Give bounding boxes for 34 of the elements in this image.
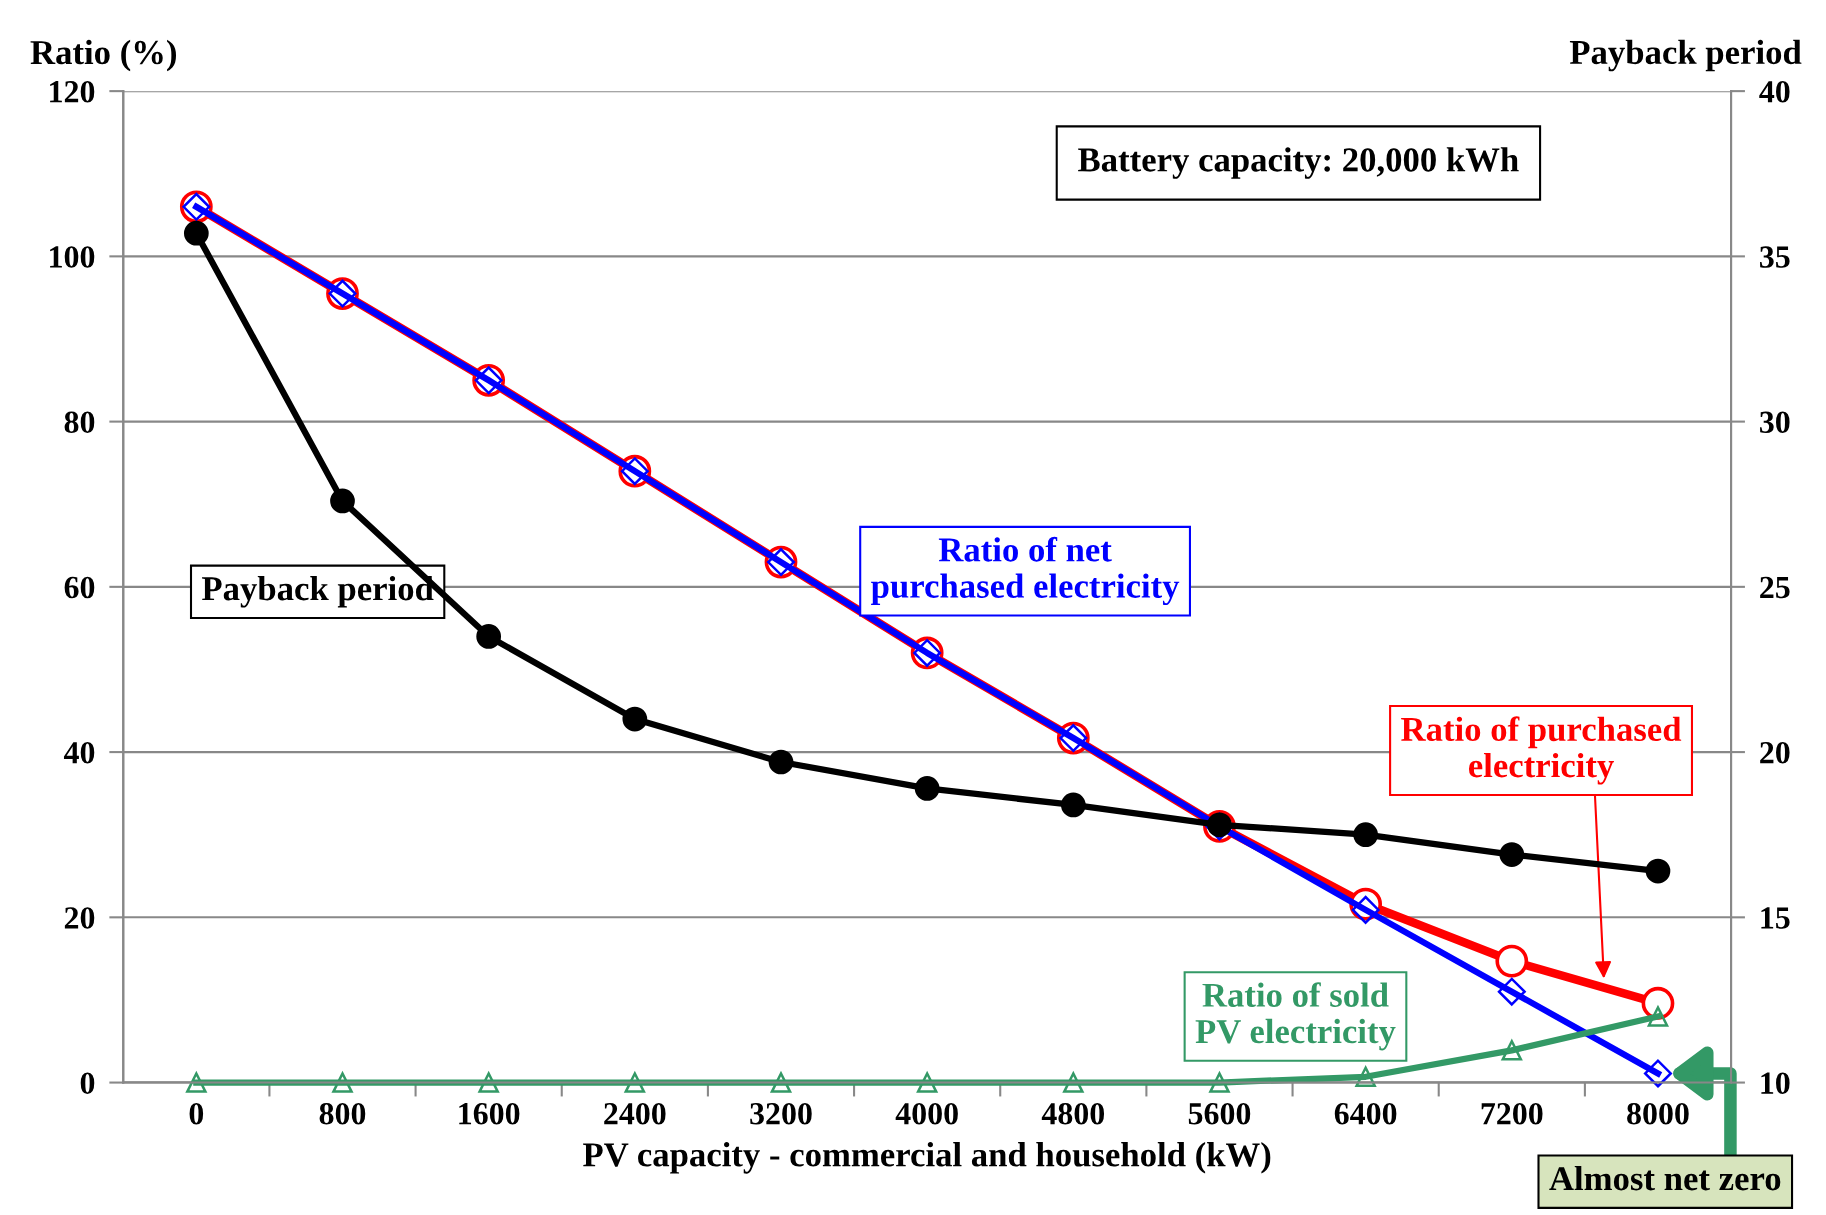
y-tick-label: 0 [80,1072,95,1094]
annotation: Almost net zero [1549,1165,1781,1191]
y-tick-label: 80 [64,411,95,433]
x-tick-label: 7200 [1481,1102,1543,1125]
x-tick-label: 6400 [1334,1102,1397,1125]
y2-tick-label: 15 [1761,907,1790,929]
x-tick-label: 8000 [1627,1102,1689,1125]
y-tick-label: 100 [50,246,95,268]
y2-tick-label: 25 [1760,576,1790,599]
x-tick-label: 0 [189,1102,204,1125]
series-label: Ratio of net purchased electricity [871,536,1180,606]
y2-tick-label: 40 [1759,80,1790,103]
x-tick-label: 3200 [750,1102,812,1125]
x-tick-label: 800 [319,1102,366,1125]
y-axis-title: Ratio (%) [30,39,177,72]
y2-tick-label: 20 [1760,741,1790,764]
y2-tick-label: 30 [1760,411,1790,433]
series-label: Payback period [202,576,434,608]
y2-tick-label: 10 [1761,1072,1790,1094]
series-label: Ratio of sold PV electricity [1195,982,1396,1051]
annotation: Battery capacity: 20,000 kWh [1078,147,1519,179]
y-tick-label: 120 [50,80,95,103]
x-tick-label: 4000 [895,1102,958,1125]
x-tick-label: 2400 [604,1102,666,1125]
y-tick-label: 40 [63,741,95,764]
y-tick-label: 60 [64,576,95,599]
x-axis-title: PV capacity - commercial and household (kW) [583,1142,1271,1174]
text: Ratio of purchased electricity [1401,716,1682,785]
y-tick-label: 20 [64,907,95,929]
x-tick-label: 5600 [1188,1102,1251,1125]
x-tick-label: 4800 [1041,1102,1105,1125]
y2-axis-title: Payback period [1569,39,1802,72]
y2-tick-label: 35 [1760,246,1790,268]
x-tick-label: 1600 [459,1102,520,1125]
